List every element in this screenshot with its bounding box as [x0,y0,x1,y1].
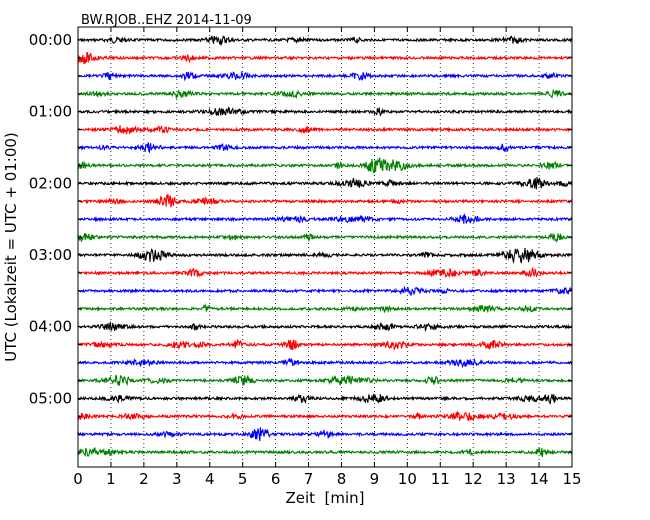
trace-line [77,447,573,458]
seismogram-traces [77,34,573,458]
trace-line [77,357,573,369]
trace-line [77,285,573,297]
trace-line [77,374,573,387]
x-tick-label: 8 [337,470,347,488]
trace-line [77,70,573,82]
x-tick-label: 1 [106,470,116,488]
trace-line [77,410,573,422]
x-tick-label: 12 [464,470,483,488]
trace-line [77,427,573,442]
trace-line [77,302,573,314]
y-tick-label: 00:00 [29,31,72,49]
trace-line [77,213,573,224]
x-tick-label: 9 [370,470,380,488]
y-axis-ticks: 00:00 01:00 02:00 03:00 04:00 05:00 [29,31,572,453]
x-axis-ticks: 0 1 2 3 4 5 6 7 8 9 10 11 12 13 14 15 [73,27,582,488]
trace-line [77,232,573,244]
x-tick-label: 5 [238,470,248,488]
trace-line [77,88,572,99]
x-tick-label: 3 [172,470,182,488]
x-tick-label: 6 [271,470,281,488]
trace-line [77,393,573,405]
trace-line [77,177,573,190]
y-tick-label: 05:00 [29,389,72,407]
x-tick-label: 7 [304,470,314,488]
x-tick-label: 14 [530,470,549,488]
trace-line [77,194,573,208]
trace-line [77,157,573,174]
y-tick-label: 04:00 [29,318,72,336]
x-tick-label: 2 [139,470,149,488]
trace-line [77,142,572,154]
x-axis-label: Zeit [min] [285,489,364,507]
trace-line [77,338,573,351]
chart-title: BW.RJOB..EHZ 2014-11-09 [81,13,252,28]
trace-line [77,320,573,333]
y-axis-label: UTC (Lokalzeit = UTC + 01:00) [2,132,20,362]
x-tick-label: 4 [205,470,215,488]
trace-line [77,247,573,265]
y-tick-label: 02:00 [29,174,72,192]
x-tick-label: 0 [73,470,83,488]
y-tick-label: 03:00 [29,246,72,264]
trace-line [77,34,573,47]
x-tick-label: 13 [497,470,516,488]
x-tick-label: 15 [562,470,581,488]
y-tick-label: 01:00 [29,103,72,121]
plot-frame [77,26,573,468]
x-tick-label: 10 [398,470,417,488]
trace-line [77,266,572,279]
trace-line [77,125,573,135]
x-tick-label: 11 [431,470,450,488]
grid-lines [110,27,540,467]
trace-line [77,51,573,65]
trace-line [77,106,573,117]
